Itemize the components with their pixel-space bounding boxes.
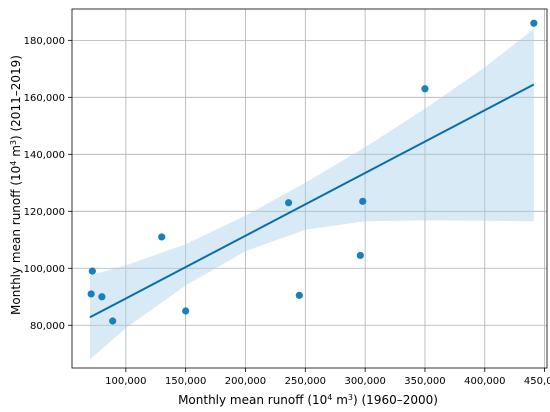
x-axis-ticks: 100,000 150,000 200,000 250,000 300,000 350,0…: [105, 368, 550, 387]
y-axis-label-sup: 4: [9, 161, 18, 166]
y-axis-label-prefix: Monthly mean runoff (10: [9, 166, 23, 315]
data-point: [284, 199, 293, 207]
data-point: [182, 307, 190, 315]
y-axis-label: Monthly mean runoff (104 m3) (2011–2019): [9, 55, 24, 315]
data-point: [109, 317, 117, 325]
x-tick-label: 200,000: [225, 376, 266, 387]
x-tick-label: 150,000: [165, 376, 206, 387]
data-points: [87, 19, 538, 325]
x-axis-label-sup2: 3: [348, 393, 353, 402]
grid: [72, 9, 547, 368]
data-point: [98, 293, 106, 301]
x-axis-label-prefix: Monthly mean runoff (10: [178, 393, 327, 407]
data-point: [356, 251, 364, 260]
data-point: [421, 85, 429, 93]
x-tick-label: 350,000: [404, 376, 445, 387]
y-axis-ticks: 80,000 100,000 120,000 140,000 160,000 180,00…: [24, 36, 72, 332]
y-tick-label: 140,000: [24, 150, 65, 161]
y-tick-label: 160,000: [24, 93, 65, 104]
x-tick-label: 250,000: [285, 376, 326, 387]
y-axis-label-mid: m: [9, 145, 23, 161]
data-point: [87, 290, 95, 298]
data-point: [88, 267, 96, 275]
plot-frame: [71, 8, 548, 369]
x-tick-label: 450,000: [524, 376, 550, 387]
data-point: [295, 291, 303, 299]
y-tick-label: 80,000: [30, 321, 65, 332]
x-tick-label: 100,000: [105, 376, 146, 387]
data-point: [158, 233, 166, 241]
y-axis-label-sup2: 3: [9, 140, 18, 145]
x-axis-label: Monthly mean runoff (104 m3) (1960–2000): [178, 393, 438, 408]
x-tick-label: 400,000: [464, 376, 505, 387]
y-tick-label: 120,000: [24, 207, 65, 218]
x-tick-label: 300,000: [344, 376, 385, 387]
y-axis-label-suffix: ) (2011–2019): [9, 55, 23, 140]
regression-line: [89, 83, 535, 319]
x-axis-label-sup: 4: [327, 393, 332, 402]
confidence-band: [89, 28, 534, 360]
data-point: [359, 197, 367, 205]
y-tick-label: 180,000: [24, 36, 65, 47]
x-axis-label-suffix: ) (1960–2000): [353, 393, 438, 407]
y-tick-label: 100,000: [24, 264, 65, 275]
x-axis-label-mid: m: [332, 393, 348, 407]
data-point: [530, 19, 538, 27]
